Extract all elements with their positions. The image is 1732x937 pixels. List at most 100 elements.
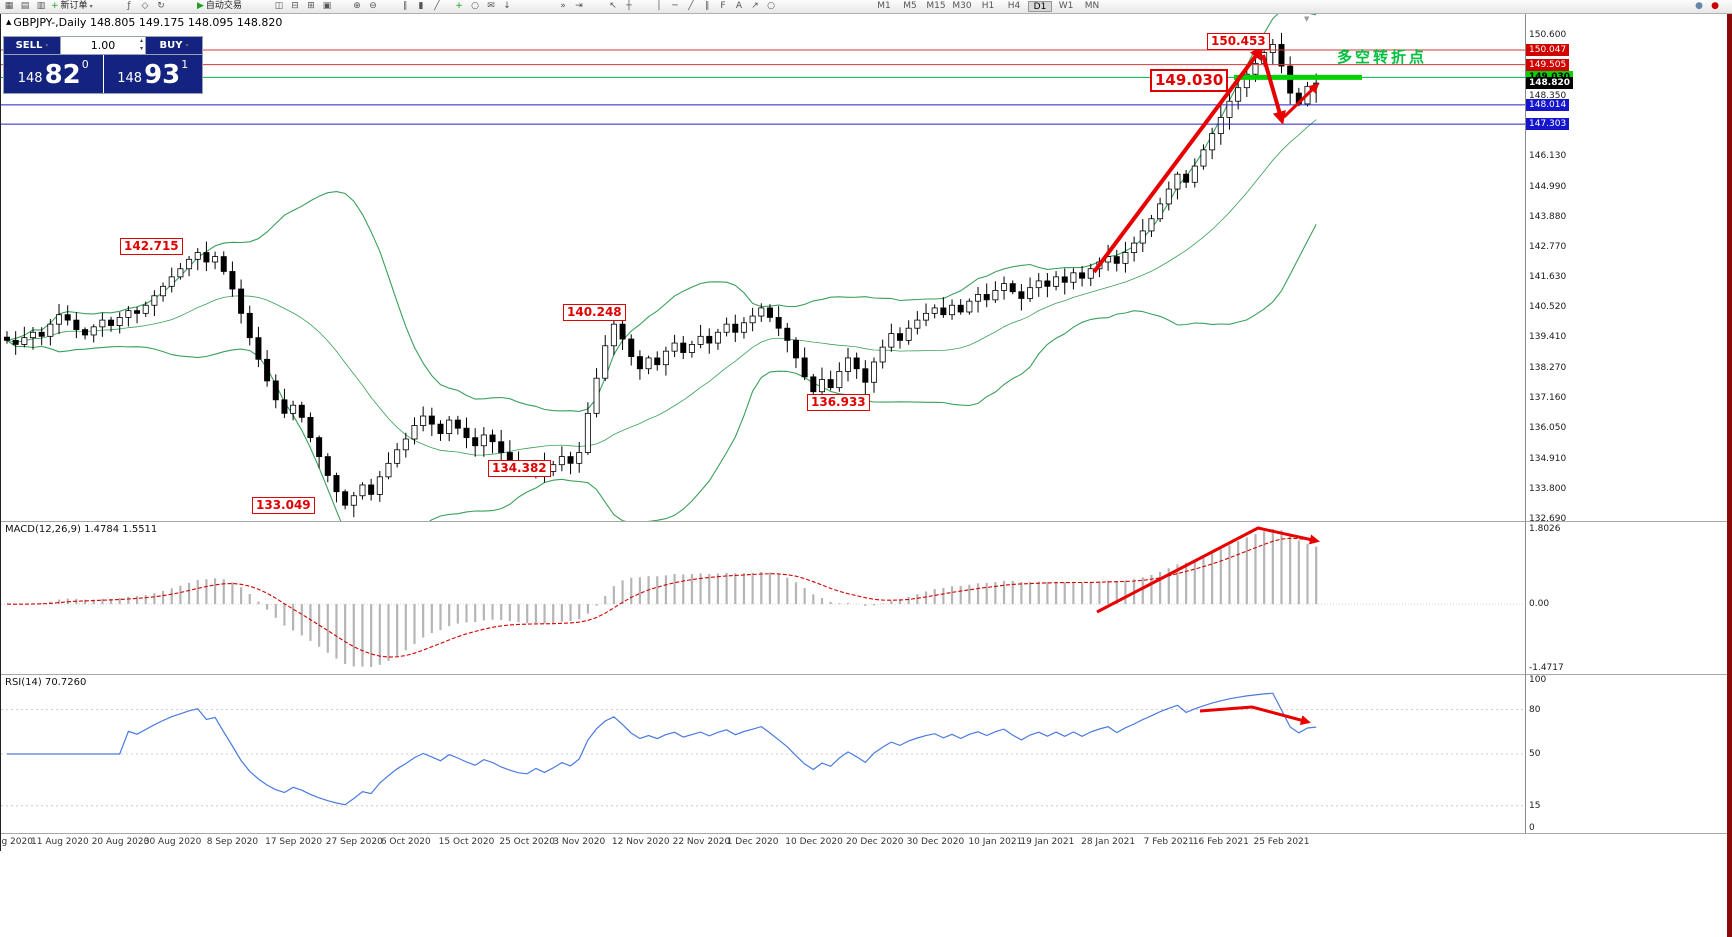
- price-callout[interactable]: 150.453: [1207, 33, 1270, 50]
- price-callout[interactable]: 133.049: [252, 497, 315, 514]
- tile-vertical-icon: ⊞: [307, 1, 315, 11]
- autotrading-button[interactable]: ▶ 自动交易: [196, 1, 243, 12]
- x-axis-date: 20 Aug 2020: [91, 837, 150, 847]
- volume-down-button[interactable]: ▾: [139, 45, 143, 52]
- record-icon[interactable]: ●: [1711, 1, 1719, 11]
- timeframe-w1[interactable]: W1: [1058, 1, 1074, 11]
- y-axis-label: 148.014: [1526, 98, 1570, 111]
- y-axis-label: 133.800: [1529, 484, 1567, 494]
- new-order-button[interactable]: + 新订单 ▾: [50, 1, 94, 12]
- timeframe-m15[interactable]: M15: [926, 1, 946, 11]
- timeframe-mn[interactable]: MN: [1084, 1, 1100, 11]
- x-axis-date: 1 Dec 2020: [726, 837, 779, 847]
- panel-separator[interactable]: [1, 674, 1728, 675]
- panel-separator[interactable]: [1, 521, 1728, 522]
- x-axis-date: 30 Dec 2020: [906, 837, 965, 847]
- x-axis-date: 27 Sep 2020: [325, 837, 383, 847]
- vertical-line-icon[interactable]: │: [652, 1, 666, 12]
- trendline-icon[interactable]: ╱: [684, 1, 698, 12]
- bar-chart-icon[interactable]: ∥: [398, 1, 412, 12]
- crosshair-icon[interactable]: ┼: [622, 1, 636, 12]
- timeframe-m1[interactable]: M1: [877, 1, 891, 11]
- chart-shift-marker-icon[interactable]: ▼: [1304, 15, 1310, 23]
- period-icon[interactable]: ○: [468, 1, 482, 12]
- objects-list-icon[interactable]: ◇: [138, 1, 152, 12]
- cascade-windows-icon[interactable]: ◫: [272, 1, 286, 12]
- shapes-icon[interactable]: ○: [764, 1, 778, 12]
- price-callout[interactable]: 134.382: [488, 460, 551, 477]
- profiles-icon[interactable]: ▤: [18, 1, 32, 12]
- y-axis-label: 134.910: [1529, 454, 1567, 464]
- ask-big-digits: 93: [144, 60, 181, 90]
- arrow-tool-icon[interactable]: ↗: [748, 1, 762, 12]
- refresh-icon[interactable]: ↻: [154, 1, 168, 12]
- shapes-icon: ○: [767, 1, 775, 11]
- bid-price-box[interactable]: 148 82 0: [4, 55, 103, 93]
- tile-vertical-icon[interactable]: ⊞: [304, 1, 318, 12]
- indicators-icon[interactable]: ƒ: [122, 1, 136, 12]
- timeframe-h4[interactable]: H4: [1007, 1, 1021, 11]
- bid-prefix: 148: [17, 71, 43, 86]
- x-axis-date: 3 Aug 2020: [1, 837, 33, 847]
- sell-label: SELL: [15, 40, 43, 51]
- x-axis-date: 10 Dec 2020: [785, 837, 843, 847]
- new-order-button: +: [51, 1, 59, 11]
- zoom-out-icon[interactable]: ⊖: [366, 1, 380, 12]
- fibonacci-icon[interactable]: F: [716, 1, 730, 12]
- x-axis-date: 20 Dec 2020: [846, 837, 904, 847]
- timeframe-m5[interactable]: M5: [903, 1, 917, 11]
- volume-input[interactable]: 1.00 ▴ ▾: [60, 37, 146, 54]
- price-callout[interactable]: 136.933: [807, 394, 870, 411]
- market-watch-icon[interactable]: ▥: [34, 1, 48, 12]
- price-callout[interactable]: 140.248: [563, 304, 626, 321]
- candles-group: [4, 14, 1320, 521]
- add-indicator-icon[interactable]: +: [452, 1, 466, 12]
- connection-status-icon[interactable]: ●: [1695, 1, 1703, 11]
- arrange-windows-icon: ▣: [322, 1, 332, 11]
- chevron-down-icon: ▾: [45, 42, 49, 49]
- line-chart-icon: ╱: [434, 1, 440, 11]
- volume-up-button[interactable]: ▴: [139, 37, 143, 44]
- turning-point-annotation[interactable]: 多空转折点: [1337, 48, 1428, 66]
- chart-window[interactable]: ▲ GBPJPY-,Daily 148.805 149.175 148.095 1…: [0, 13, 1732, 851]
- timeframe-h1[interactable]: H1: [981, 1, 995, 11]
- arrow-tool-icon: ↗: [751, 1, 759, 11]
- y-axis-label: 138.270: [1529, 363, 1567, 374]
- text-tool-icon[interactable]: A: [732, 1, 746, 12]
- volume-value: 1.00: [90, 39, 116, 52]
- y-axis-label: 139.410: [1529, 332, 1567, 343]
- horizontal-line-icon[interactable]: ─: [668, 1, 682, 12]
- cursor-icon[interactable]: ↖: [606, 1, 620, 12]
- mail-icon[interactable]: ✉: [484, 1, 498, 12]
- tile-horizontal-icon[interactable]: ⊟: [288, 1, 302, 12]
- objects-list-icon: ◇: [141, 1, 149, 11]
- x-axis-date: 17 Sep 2020: [265, 837, 323, 847]
- sell-button[interactable]: SELL ▾: [4, 37, 60, 54]
- new-chart-icon[interactable]: ▦: [2, 1, 16, 12]
- y-axis-label: 148.820: [1526, 77, 1573, 90]
- price-callout[interactable]: 142.715: [120, 238, 183, 255]
- timeframe-m30[interactable]: M30: [952, 1, 972, 11]
- candlestick-chart-icon: ▮: [418, 1, 424, 11]
- timeframe-d1[interactable]: D1: [1028, 1, 1052, 12]
- x-axis-date: 10 Jan 2021: [968, 837, 1023, 847]
- refresh-icon: ↻: [157, 1, 165, 11]
- toolbar-group: ▶ 自动交易: [196, 0, 243, 13]
- market-watch-icon: ▥: [36, 1, 46, 11]
- autotrading-button: ▶: [197, 1, 204, 11]
- ask-price-box[interactable]: 148 93 1: [103, 55, 202, 93]
- zoom-in-icon[interactable]: ⊕: [350, 1, 364, 12]
- trendline-icon: ╱: [688, 1, 694, 11]
- chart-shift-icon[interactable]: ⇥: [572, 1, 586, 12]
- channel-icon[interactable]: ∥: [700, 1, 714, 12]
- line-chart-icon[interactable]: ╱: [430, 1, 444, 12]
- rsi-scale-label: 50: [1529, 749, 1541, 759]
- download-icon[interactable]: ↓: [500, 1, 514, 12]
- buy-button[interactable]: BUY ▾: [146, 37, 202, 54]
- dropdown-caret-icon: ▾: [89, 3, 93, 10]
- auto-scroll-icon[interactable]: »: [556, 1, 570, 12]
- price-callout[interactable]: 149.030: [1150, 69, 1229, 92]
- candlestick-chart-icon[interactable]: ▮: [414, 1, 428, 12]
- price-chart-svg: [1, 14, 1525, 807]
- arrange-windows-icon[interactable]: ▣: [320, 1, 334, 12]
